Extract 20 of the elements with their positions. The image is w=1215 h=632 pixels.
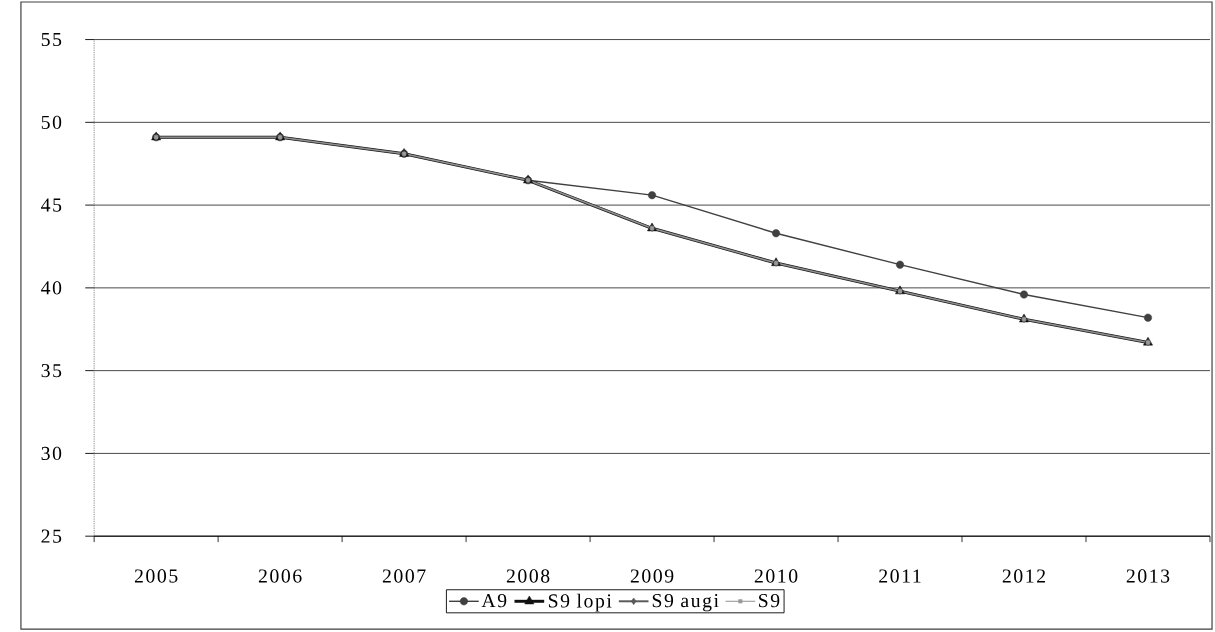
x-tick-label: 2013 — [1126, 569, 1170, 583]
legend-label: S9 augi — [652, 593, 719, 612]
y-tick-label: 25 — [41, 529, 62, 543]
x-tick-label: 2005 — [134, 569, 178, 583]
x-tick-label: 2008 — [506, 569, 550, 583]
x-tick-label: 2009 — [630, 569, 674, 583]
y-tick-label: 40 — [41, 281, 62, 295]
x-tick-label: 2011 — [879, 569, 921, 583]
x-tick-label: 2012 — [1002, 569, 1045, 583]
x-tick-label: 2006 — [258, 569, 302, 583]
y-tick-label: 55 — [41, 32, 62, 47]
y-tick-label: 35 — [41, 363, 62, 378]
y-tick-label: 30 — [41, 446, 62, 460]
legend-label: S9 — [759, 593, 780, 608]
y-tick-label: 50 — [41, 115, 62, 129]
legend-label: S9 lopi — [548, 593, 612, 612]
x-tick-label: 2010 — [754, 569, 798, 583]
y-tick-label: 45 — [41, 198, 62, 212]
legend-label: A9 — [481, 593, 507, 608]
x-tick-label: 2007 — [382, 569, 426, 583]
